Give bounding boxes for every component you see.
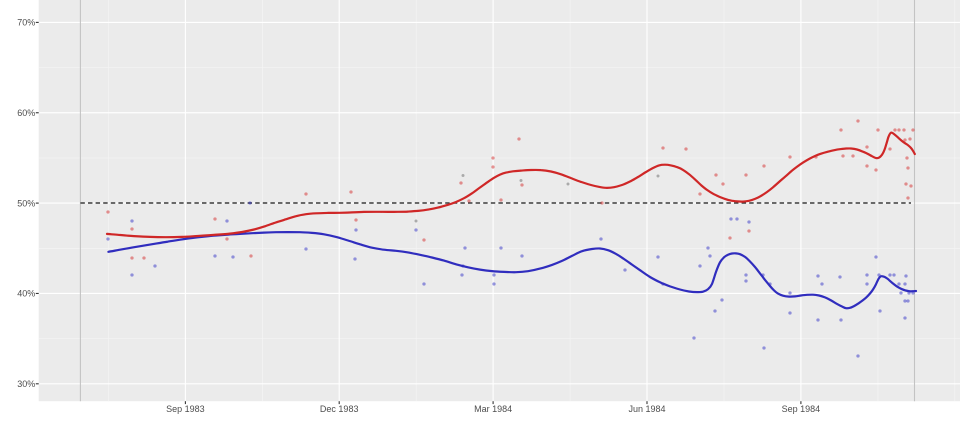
svg-text:50%: 50% — [17, 198, 35, 208]
svg-text:60%: 60% — [17, 108, 35, 118]
svg-text:Dec 1983: Dec 1983 — [320, 404, 359, 414]
svg-text:30%: 30% — [17, 379, 35, 389]
svg-text:40%: 40% — [17, 289, 35, 299]
svg-text:Mar 1984: Mar 1984 — [474, 404, 512, 414]
svg-text:70%: 70% — [17, 18, 35, 28]
svg-text:Jun 1984: Jun 1984 — [628, 404, 665, 414]
svg-text:Sep 1984: Sep 1984 — [782, 404, 821, 414]
svg-text:Sep 1983: Sep 1983 — [166, 404, 205, 414]
